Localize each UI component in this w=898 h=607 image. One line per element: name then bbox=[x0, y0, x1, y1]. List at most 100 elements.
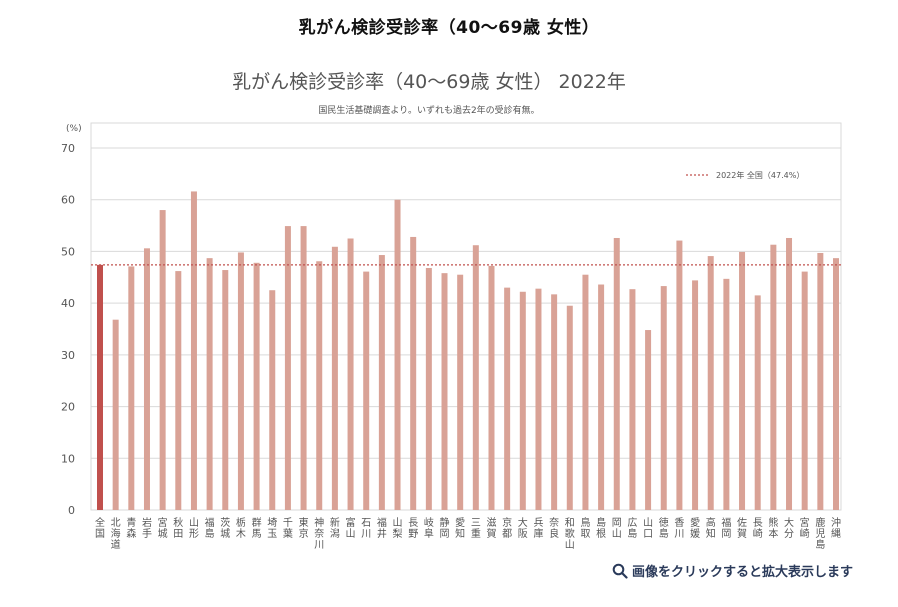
bar bbox=[519, 291, 526, 510]
x-tick-label: 北海道 bbox=[111, 517, 121, 551]
x-tick-label: 福岡 bbox=[721, 516, 731, 540]
bars bbox=[97, 191, 839, 511]
bar bbox=[143, 248, 150, 510]
x-tick-label: 全国 bbox=[95, 516, 105, 540]
x-tick-label: 秋田 bbox=[173, 516, 183, 540]
y-tick-label: 10 bbox=[61, 452, 75, 465]
bar bbox=[316, 261, 323, 510]
bar bbox=[269, 290, 276, 510]
bar bbox=[363, 271, 370, 510]
x-tick-label: 千葉 bbox=[283, 517, 293, 540]
x-tick-label: 山口 bbox=[643, 517, 653, 540]
page-heading: 乳がん検診受診率（40〜69歳 女性） bbox=[298, 18, 600, 38]
bar bbox=[754, 295, 761, 510]
x-tick-label: 愛知 bbox=[455, 516, 465, 540]
bar bbox=[660, 286, 667, 510]
enlarge-caption[interactable]: 画像をクリックすると拡大表示します bbox=[612, 561, 853, 580]
y-tick-label: 30 bbox=[61, 349, 75, 362]
bar bbox=[378, 255, 385, 510]
x-tick-label: 福井 bbox=[377, 516, 387, 540]
x-tick-label: 和歌山 bbox=[565, 517, 575, 551]
bar bbox=[441, 273, 448, 510]
bar bbox=[222, 270, 229, 510]
bar bbox=[284, 226, 291, 511]
bar bbox=[692, 280, 699, 510]
y-tick-label: 70 bbox=[61, 142, 75, 155]
x-tick-label: 岩手 bbox=[142, 516, 152, 540]
y-tick-labels: 0 10 20 30 40 50 60 70 bbox=[61, 142, 75, 517]
y-tick-label: 60 bbox=[61, 194, 75, 207]
bar bbox=[645, 330, 652, 510]
bar bbox=[629, 289, 636, 510]
x-tick-label: 広島 bbox=[627, 516, 637, 540]
x-tick-label: 長野 bbox=[408, 517, 418, 540]
x-tick-label: 埼玉 bbox=[267, 516, 277, 540]
x-tick-label: 沖縄 bbox=[831, 516, 841, 540]
bar bbox=[676, 240, 683, 510]
bar bbox=[175, 271, 182, 510]
x-tick-label: 福島 bbox=[205, 516, 215, 540]
x-tick-label: 神奈川 bbox=[314, 516, 324, 551]
x-tick-label: 佐賀 bbox=[737, 517, 747, 540]
bar bbox=[97, 264, 103, 510]
bar bbox=[582, 274, 589, 510]
x-tick-label: 山梨 bbox=[393, 517, 403, 540]
bar bbox=[331, 246, 338, 510]
x-tick-label: 群馬 bbox=[252, 516, 262, 540]
bar bbox=[347, 238, 354, 510]
legend: 2022年 全国（47.4%） bbox=[686, 170, 804, 180]
x-tick-label: 奈良 bbox=[549, 516, 559, 540]
bar bbox=[566, 305, 573, 510]
bar bbox=[535, 288, 542, 510]
x-tick-label: 大阪 bbox=[518, 516, 528, 540]
bar bbox=[504, 287, 511, 510]
bar bbox=[472, 245, 479, 511]
x-tick-label: 島根 bbox=[596, 516, 606, 540]
bar bbox=[112, 319, 119, 510]
bar bbox=[613, 237, 620, 511]
x-tick-label: 宮城 bbox=[158, 516, 168, 540]
y-tick-label: 20 bbox=[61, 401, 75, 414]
x-tick-label: 京都 bbox=[502, 516, 512, 540]
x-tick-label: 栃木 bbox=[236, 516, 246, 540]
bar bbox=[598, 284, 605, 510]
x-tick-label: 宮崎 bbox=[800, 516, 810, 540]
x-tick-label: 岐阜 bbox=[424, 516, 434, 540]
bar bbox=[425, 267, 432, 510]
bar bbox=[206, 258, 213, 510]
bar bbox=[159, 210, 166, 511]
x-tick-label: 香川 bbox=[674, 517, 684, 540]
y-axis-unit: (%) bbox=[66, 124, 82, 134]
bar bbox=[786, 237, 793, 511]
x-tick-label: 岡山 bbox=[612, 517, 622, 540]
bar bbox=[551, 294, 558, 510]
bar bbox=[128, 266, 135, 510]
bar bbox=[739, 251, 746, 510]
x-tick-label: 石川 bbox=[361, 518, 371, 540]
bar bbox=[300, 226, 307, 511]
x-tick-label: 熊本 bbox=[768, 516, 778, 540]
bar bbox=[190, 191, 197, 510]
x-tick-label: 鳥取 bbox=[580, 516, 590, 540]
x-tick-label: 愛媛 bbox=[690, 516, 700, 540]
x-tick-label: 新潟 bbox=[330, 516, 340, 540]
bar bbox=[833, 258, 839, 510]
x-tick-label: 山形 bbox=[189, 517, 199, 540]
x-tick-label: 徳島 bbox=[659, 516, 669, 540]
bar bbox=[253, 262, 260, 510]
legend-label: 2022年 全国（47.4%） bbox=[716, 170, 804, 180]
search-icon bbox=[612, 563, 628, 579]
bar bbox=[394, 199, 401, 510]
x-tick-label: 三重 bbox=[471, 518, 481, 540]
x-tick-label: 兵庫 bbox=[533, 516, 543, 540]
chart-title: 乳がん検診受診率（40〜69歳 女性） 2022年 bbox=[232, 71, 626, 93]
y-tick-label: 0 bbox=[68, 504, 75, 517]
bar bbox=[770, 244, 777, 510]
bar bbox=[707, 256, 714, 510]
x-tick-label: 東京 bbox=[299, 516, 309, 540]
y-tick-label: 50 bbox=[61, 245, 75, 258]
bar bbox=[723, 278, 730, 510]
x-tick-label: 静岡 bbox=[440, 516, 450, 540]
bar bbox=[488, 265, 495, 510]
